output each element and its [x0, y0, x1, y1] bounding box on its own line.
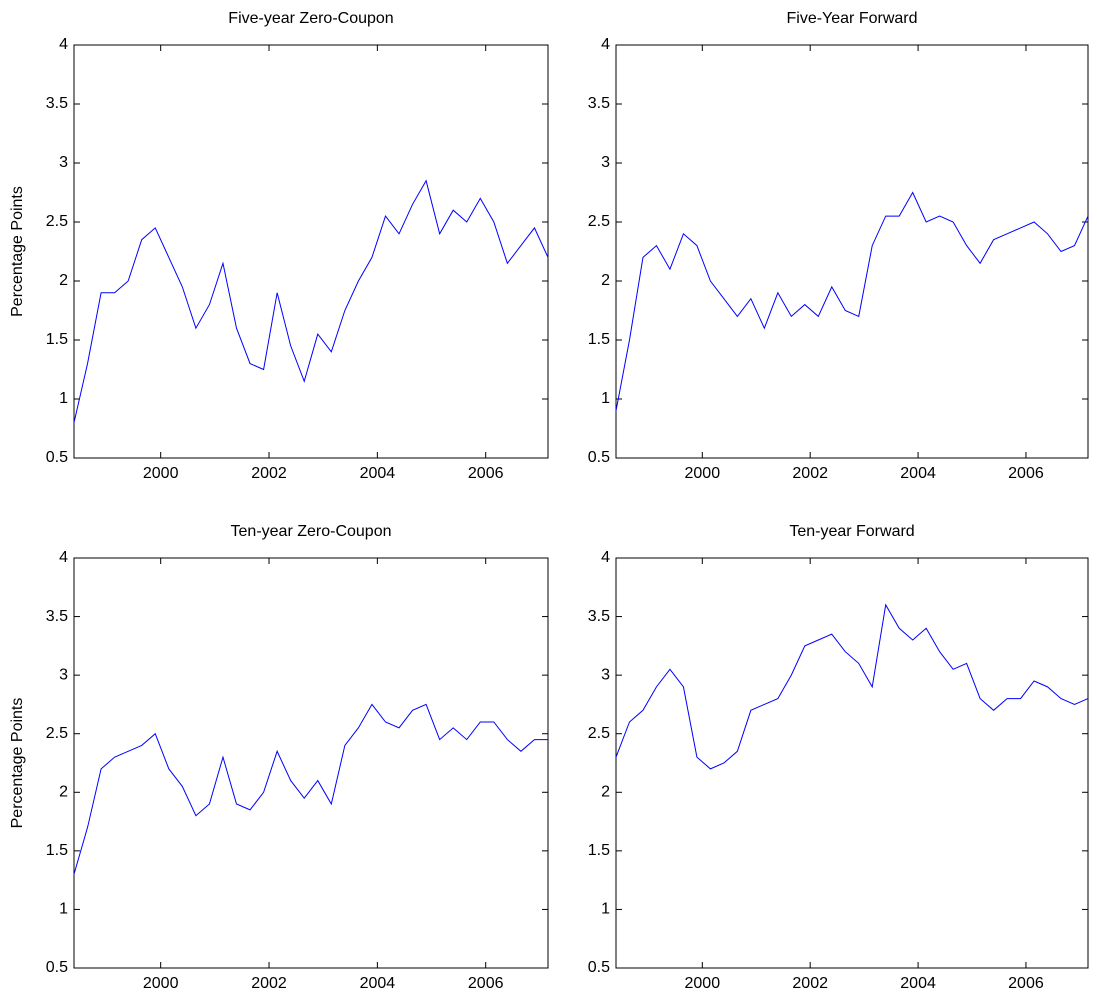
y-tick-label: 0.5: [588, 449, 610, 466]
y-tick-label: 0.5: [46, 449, 68, 466]
y-tick-label: 3: [59, 154, 68, 171]
y-axis-label: Percentage Points: [9, 698, 26, 829]
y-tick-label: 3: [59, 666, 68, 683]
y-tick-label: 3.5: [46, 95, 68, 112]
y-tick-label: 3.5: [588, 608, 610, 625]
y-tick-label: 3.5: [588, 95, 610, 112]
x-tick-label: 2006: [468, 465, 504, 482]
axes-box: [615, 557, 1089, 969]
data-line: [615, 191, 1089, 411]
y-tick-label: 3: [601, 666, 610, 683]
y-tick-label: 1: [601, 390, 610, 407]
x-tick-label: 2002: [792, 975, 828, 992]
x-tick-label: 2004: [900, 975, 936, 992]
y-tick-label: 1: [59, 390, 68, 407]
y-tick-label: 3.5: [46, 608, 68, 625]
y-tick-label: 1.5: [588, 331, 610, 348]
y-tick-label: 2: [601, 784, 610, 801]
y-tick-label: 2: [59, 272, 68, 289]
y-axis-label: Percentage Points: [9, 186, 26, 317]
x-tick-label: 2000: [143, 975, 179, 992]
x-tick-label: 2000: [685, 975, 721, 992]
y-tick-label: 4: [601, 36, 610, 53]
x-tick-label: 2006: [468, 975, 504, 992]
y-tick-label: 4: [601, 549, 610, 566]
y-tick-label: 1.5: [588, 842, 610, 859]
y-tick-label: 2.5: [588, 725, 610, 742]
chart-title: Ten-year Zero-Coupon: [231, 523, 392, 540]
y-tick-label: 0.5: [46, 959, 68, 976]
axes-box: [73, 557, 549, 969]
x-tick-label: 2006: [1008, 975, 1044, 992]
x-tick-label: 2004: [360, 975, 396, 992]
y-tick-label: 1: [59, 901, 68, 918]
y-tick-label: 1: [601, 901, 610, 918]
y-tick-label: 1.5: [46, 331, 68, 348]
chart-title: Five-Year Forward: [786, 10, 917, 27]
data-line: [73, 179, 549, 423]
y-tick-label: 4: [59, 36, 68, 53]
axes-box: [73, 44, 549, 459]
y-tick-label: 3: [601, 154, 610, 171]
data-line: [615, 603, 1089, 770]
x-tick-label: 2002: [251, 465, 287, 482]
y-tick-label: 1.5: [46, 842, 68, 859]
x-tick-label: 2000: [143, 465, 179, 482]
y-tick-label: 2: [59, 784, 68, 801]
y-tick-label: 2.5: [46, 725, 68, 742]
x-tick-label: 2000: [685, 465, 721, 482]
x-tick-label: 2004: [900, 465, 936, 482]
chart-title: Five-year Zero-Coupon: [228, 10, 393, 27]
axes-box: [615, 44, 1089, 459]
chart-title: Ten-year Forward: [789, 523, 914, 540]
y-tick-label: 0.5: [588, 959, 610, 976]
data-line: [73, 703, 548, 875]
x-tick-label: 2002: [792, 465, 828, 482]
y-tick-label: 2.5: [588, 213, 610, 230]
y-tick-label: 4: [59, 549, 68, 566]
y-tick-label: 2.5: [46, 213, 68, 230]
x-tick-label: 2004: [360, 465, 396, 482]
x-tick-label: 2006: [1008, 465, 1044, 482]
x-tick-label: 2002: [251, 975, 287, 992]
y-tick-label: 2: [601, 272, 610, 289]
